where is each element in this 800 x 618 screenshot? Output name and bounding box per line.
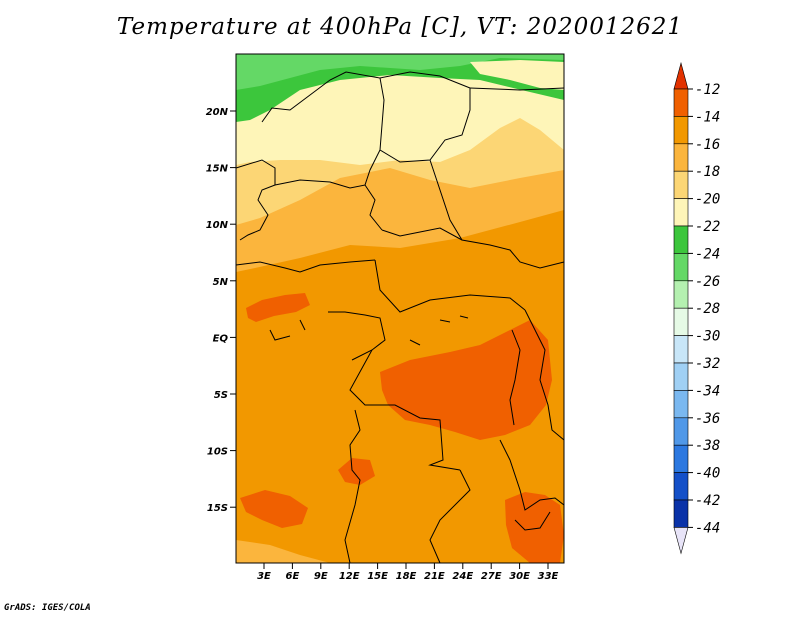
lat-tick-label: EQ	[213, 333, 229, 344]
patch-m12-central	[380, 320, 552, 440]
colorbar-swatch	[673, 417, 689, 446]
colorbar-label: -44	[695, 520, 720, 536]
colorbar-swatch	[673, 307, 689, 336]
colorbar-swatch	[673, 170, 689, 199]
band-m24	[236, 54, 564, 90]
colorbar-label: -34	[695, 383, 720, 399]
colorbar-label: -24	[695, 246, 720, 262]
colorbar: -12 -14 -16 -18 -20 -22 -24 -26 -28 -30 -32 -34 -36 -…	[673, 61, 720, 555]
lat-tick-label: 20N	[206, 107, 229, 118]
colorbar-swatch	[673, 499, 689, 528]
colorbar-swatch	[673, 472, 689, 501]
colorbar-label: -14	[695, 109, 720, 125]
colorbar-swatch	[673, 253, 689, 282]
lat-tick-label: 15S	[207, 503, 228, 514]
colorbar-swatch	[673, 143, 689, 172]
colorbar-label: -38	[695, 438, 720, 454]
colorbar-swatch	[673, 116, 689, 145]
colorbar-top-arrow	[673, 61, 689, 90]
lon-tick-label: 30E	[509, 571, 530, 582]
patch-m12-west	[246, 293, 310, 322]
lon-tick-label: 27E	[481, 571, 502, 582]
colorbar-label: -16	[695, 137, 720, 153]
colorbar-label: -28	[695, 301, 720, 317]
lat-tick-label: 10N	[206, 220, 229, 231]
lon-tick-label: 6E	[286, 571, 300, 582]
patch-m12-sw	[240, 490, 308, 528]
temperature-field	[236, 54, 564, 563]
colorbar-swatch	[673, 390, 689, 419]
lat-tick-label: 5S	[214, 390, 228, 401]
colorbar-label: -40	[695, 466, 720, 482]
lon-tick-label: 24E	[452, 571, 473, 582]
colorbar-label: -22	[695, 219, 720, 235]
colorbar-swatch	[673, 444, 689, 473]
colorbar-bottom-arrow	[673, 527, 689, 555]
colorbar-swatch	[673, 88, 689, 117]
map-frame	[235, 53, 565, 564]
colorbar-label: -32	[695, 356, 720, 372]
longitude-axis: 3E 6E 9E 12E 15E 18E 21E 24E 27E 30E 33E	[257, 563, 559, 582]
chart-title: Temperature at 400hPa [C], VT: 202001262…	[116, 14, 684, 40]
colorbar-label: -18	[695, 164, 720, 180]
colorbar-swatch	[673, 225, 689, 254]
lon-tick-label: 21E	[424, 571, 445, 582]
colorbar-label: -30	[695, 329, 720, 345]
colorbar-label: -20	[695, 192, 720, 208]
colorbar-label: -26	[695, 274, 720, 290]
latitude-axis: 20N 15N 10N 5N EQ 5S 10S 15S	[206, 107, 236, 514]
patch-m12-s	[338, 458, 375, 485]
lat-tick-label: 10S	[207, 447, 228, 458]
patch-m12-se	[505, 492, 564, 563]
colorbar-swatch	[673, 362, 689, 391]
colorbar-swatch	[673, 198, 689, 227]
credit-text: GrADS: IGES/COLA	[4, 603, 91, 613]
lon-tick-label: 18E	[396, 571, 417, 582]
colorbar-swatch	[673, 280, 689, 309]
lon-tick-label: 33E	[538, 571, 559, 582]
band-m20-tr	[470, 60, 564, 90]
country-borders	[235, 71, 565, 564]
colorbar-label: -42	[695, 493, 720, 509]
lon-tick-label: 12E	[339, 571, 360, 582]
lon-tick-label: 3E	[257, 571, 271, 582]
lon-tick-label: 15E	[367, 571, 388, 582]
colorbar-label: -36	[695, 411, 720, 427]
colorbar-label: -12	[695, 82, 720, 98]
lon-tick-label: 9E	[314, 571, 328, 582]
lat-tick-label: 15N	[206, 164, 229, 175]
band-m16-bottom	[236, 540, 330, 563]
colorbar-swatch	[673, 335, 689, 364]
lat-tick-label: 5N	[213, 277, 229, 288]
